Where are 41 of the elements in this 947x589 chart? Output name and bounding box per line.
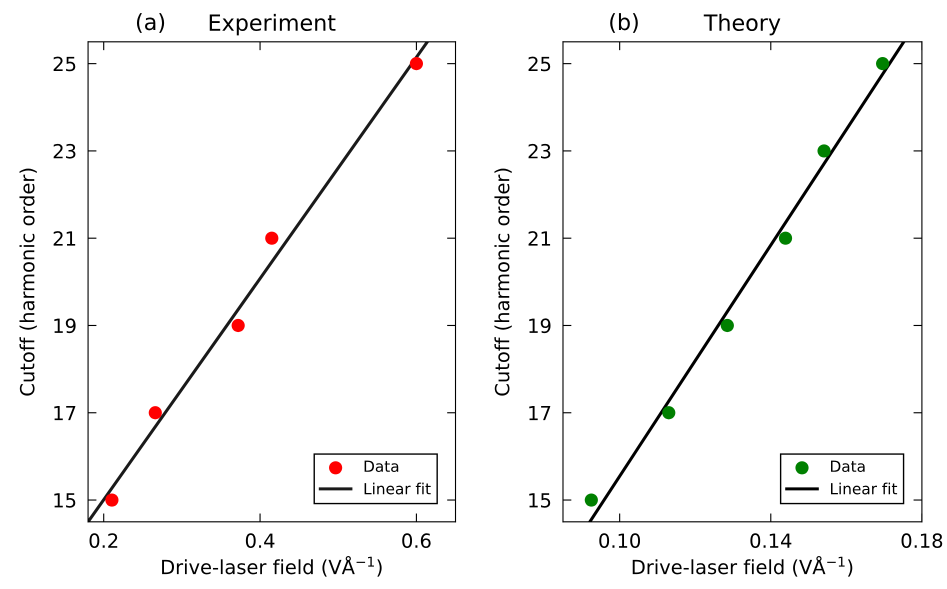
point [232, 318, 245, 332]
y-tick-label: 25 [528, 56, 550, 72]
text: (a) [136, 13, 164, 33]
point [720, 318, 734, 332]
text: (b) [610, 13, 638, 33]
point [265, 232, 278, 245]
point [876, 57, 890, 70]
y-tick-label: 19 [529, 318, 551, 334]
legend-label: Data [831, 460, 865, 472]
x-tick-label: 0.18 [902, 533, 942, 548]
point [105, 493, 119, 507]
y-tick-label: 21 [528, 231, 550, 246]
y-tick-label: 17 [54, 406, 76, 420]
y-axis-title: Cutoff (harmonic order) [494, 168, 512, 396]
x-tick-label: 0.10 [599, 533, 640, 548]
x-axis-title: Drive-laser field (VÅ$^{−1}$) [632, 556, 852, 577]
x-tick-label: 0.6 [402, 533, 431, 548]
legend-label: Data [364, 460, 398, 472]
point [817, 144, 831, 158]
y-axis-title: Cutoff (harmonic order) [20, 168, 37, 396]
y-tick-label: 19 [54, 318, 76, 334]
point [584, 493, 598, 507]
chart-title: Theory [704, 14, 780, 36]
point [662, 406, 676, 420]
x-tick-label: 0.2 [90, 533, 118, 548]
legend-label: Linear fit [364, 482, 431, 494]
legend-label: Linear fit [831, 482, 898, 494]
y-tick-label: 23 [528, 144, 550, 159]
point [778, 232, 792, 245]
x-tick-label: 0.14 [750, 533, 792, 548]
y-tick-label: 17 [529, 406, 550, 420]
x-tick-label: 0.4 [246, 533, 274, 548]
y-tick-label: 25 [54, 56, 76, 72]
point [410, 57, 424, 70]
y-tick-label: 15 [54, 493, 76, 508]
chart-title: Experiment [210, 14, 336, 36]
y-tick-label: 23 [54, 144, 76, 159]
y-tick-label: 21 [54, 231, 76, 246]
x-axis-title: Drive-laser field (VÅ$^{−1}$) [162, 556, 382, 577]
point [148, 406, 162, 420]
y-tick-label: 15 [529, 493, 550, 508]
